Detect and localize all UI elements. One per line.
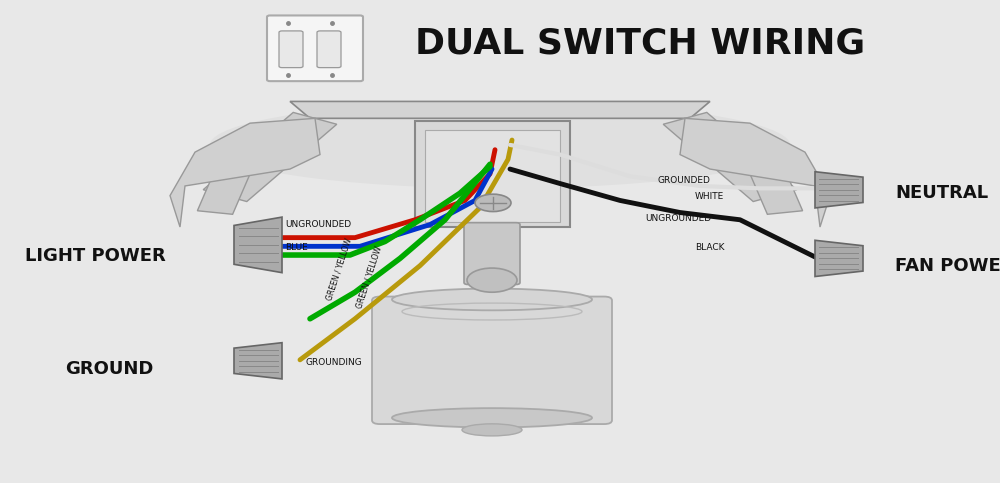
FancyBboxPatch shape bbox=[279, 31, 303, 68]
Polygon shape bbox=[815, 240, 863, 276]
Polygon shape bbox=[815, 171, 863, 208]
Ellipse shape bbox=[392, 288, 592, 311]
Text: DUAL SWITCH WIRING: DUAL SWITCH WIRING bbox=[415, 27, 865, 60]
Text: UNGROUNDED: UNGROUNDED bbox=[285, 220, 351, 229]
Polygon shape bbox=[234, 217, 282, 272]
Text: GROUNDING: GROUNDING bbox=[305, 358, 362, 367]
Text: BLACK: BLACK bbox=[695, 243, 724, 252]
Text: GROUNDED: GROUNDED bbox=[658, 175, 711, 185]
FancyBboxPatch shape bbox=[425, 130, 560, 222]
Circle shape bbox=[467, 268, 517, 292]
Polygon shape bbox=[234, 343, 282, 379]
Text: WHITE: WHITE bbox=[695, 192, 724, 201]
Text: UNGROUNDED: UNGROUNDED bbox=[645, 214, 711, 223]
Ellipse shape bbox=[210, 101, 790, 188]
Polygon shape bbox=[197, 153, 258, 214]
Text: LIGHT POWER: LIGHT POWER bbox=[25, 247, 166, 265]
Polygon shape bbox=[680, 118, 830, 227]
FancyBboxPatch shape bbox=[372, 297, 612, 424]
FancyBboxPatch shape bbox=[464, 223, 520, 284]
Polygon shape bbox=[203, 113, 337, 201]
Text: GREEN / YELLOW: GREEN / YELLOW bbox=[355, 244, 384, 309]
Ellipse shape bbox=[392, 408, 592, 427]
Polygon shape bbox=[742, 153, 803, 214]
Polygon shape bbox=[290, 101, 710, 118]
FancyBboxPatch shape bbox=[415, 121, 570, 227]
Polygon shape bbox=[170, 118, 320, 227]
Polygon shape bbox=[663, 113, 797, 201]
FancyBboxPatch shape bbox=[317, 31, 341, 68]
Circle shape bbox=[475, 194, 511, 212]
Ellipse shape bbox=[462, 424, 522, 436]
Text: GREEN / YELLOW: GREEN / YELLOW bbox=[325, 237, 354, 302]
Text: NEUTRAL: NEUTRAL bbox=[895, 184, 988, 202]
FancyBboxPatch shape bbox=[267, 15, 363, 81]
Text: GROUND: GROUND bbox=[65, 360, 153, 379]
Text: FAN POWER: FAN POWER bbox=[895, 256, 1000, 275]
Text: BLUE: BLUE bbox=[285, 243, 308, 252]
